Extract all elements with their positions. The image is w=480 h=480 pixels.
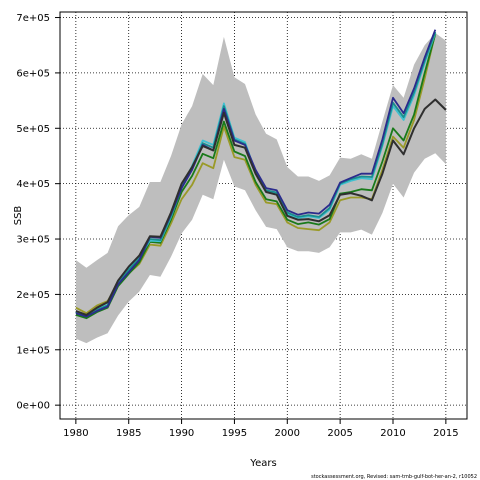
x-tick-label-3: 1995: [222, 428, 247, 439]
confidence-band: [75, 33, 446, 344]
series-lines: [75, 29, 447, 320]
x-tick-label-1: 1985: [116, 428, 141, 439]
y-tick-label-7: 7e+05: [16, 13, 50, 24]
series-line-3: [75, 29, 437, 318]
credit-text: stockassessment.org, Revised: sam-tmb-gu…: [311, 474, 477, 480]
y-tick-label-4: 4e+05: [16, 179, 50, 190]
x-tick-label-7: 2015: [433, 428, 458, 439]
y-tick-label-0: 0e+00: [16, 401, 50, 412]
plot-frame: [59, 11, 468, 420]
y-tick-label-6: 6e+05: [16, 68, 50, 79]
y-tick-label-3: 3e+05: [16, 235, 50, 246]
y-tick-label-5: 5e+05: [16, 124, 50, 135]
x-axis-title: Years: [249, 458, 276, 469]
y-axis: 0e+00 1e+05 2e+05 3e+05 4e+05 5e+05 6e+05 7e+05: [16, 13, 60, 412]
series-line-1: [75, 33, 437, 320]
band-area: [75, 33, 446, 344]
x-tick-label-5: 2005: [327, 428, 352, 439]
x-tick-label-0: 1980: [63, 428, 88, 439]
series-line-0: [75, 98, 447, 316]
x-tick-label-4: 2000: [275, 428, 300, 439]
x-tick-label-6: 2010: [380, 428, 405, 439]
y-tick-label-1: 1e+05: [16, 345, 50, 356]
x-tick-label-2: 1990: [169, 428, 194, 439]
y-tick-label-2: 2e+05: [16, 290, 50, 301]
x-axis: 1980 1985 1990 1995 2000 2005 2010 2015: [63, 419, 459, 439]
y-axis-title: SSB: [13, 206, 24, 226]
